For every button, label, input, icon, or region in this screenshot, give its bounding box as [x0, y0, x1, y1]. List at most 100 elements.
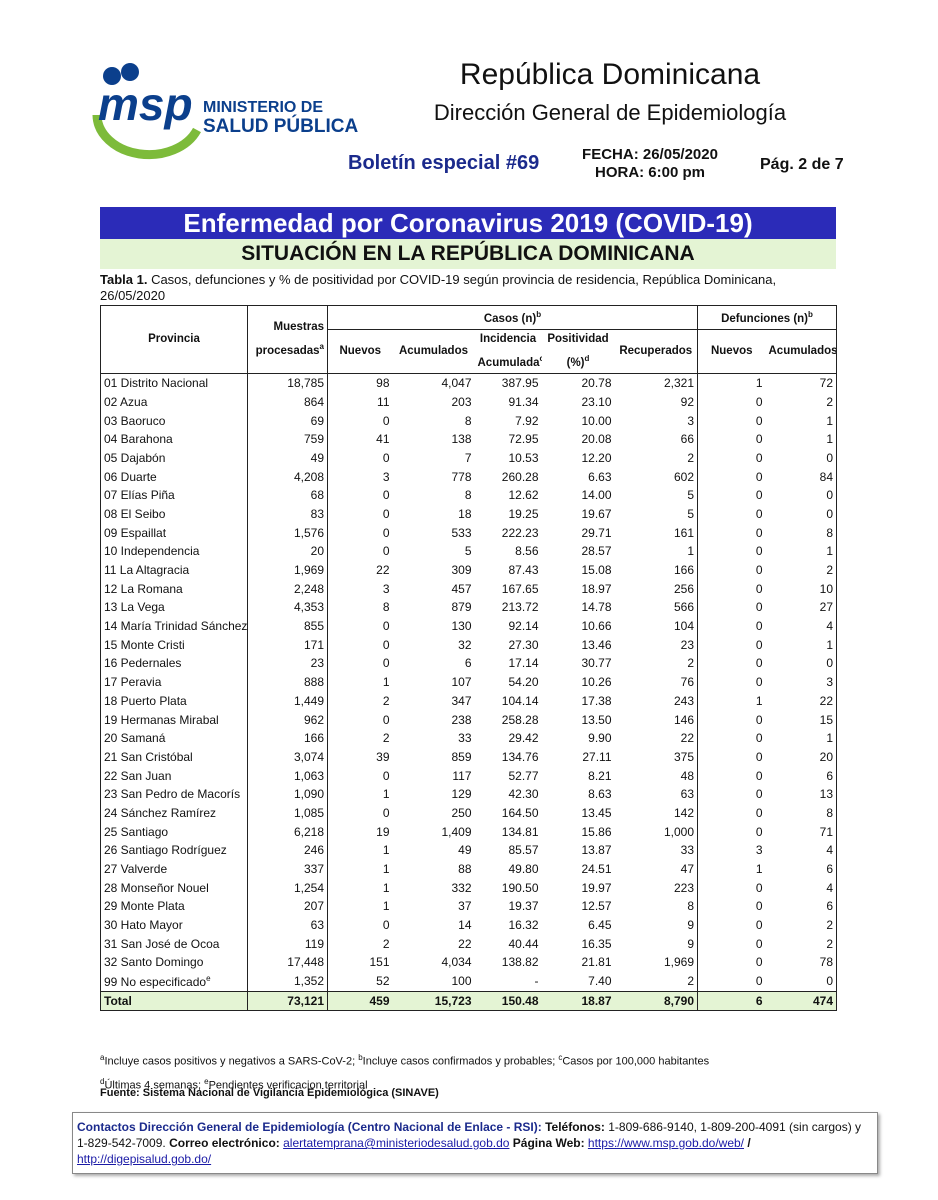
cell-text: 375: [673, 749, 694, 764]
cell-text: 9: [687, 936, 694, 951]
table-cell: 24.51: [542, 860, 615, 879]
table-cell: 1: [766, 635, 837, 654]
cell-text: 17.14: [508, 656, 539, 671]
table-cell: 29.71: [542, 523, 615, 542]
table-cell: 6: [766, 897, 837, 916]
cell-text: 41: [376, 432, 390, 447]
cell-text: 0: [755, 768, 763, 783]
table-cell: 1,090: [247, 784, 328, 804]
cell-text: 0: [755, 955, 763, 970]
cell-text: 1: [382, 787, 390, 802]
table-cell: 17 Peravia: [100, 672, 248, 692]
cell-text: 92: [680, 394, 694, 409]
table-cell: 15.86: [542, 822, 615, 841]
cell-text: 07 Elías Piña: [104, 488, 175, 503]
cell-text: 0: [382, 506, 390, 521]
cell-text: 166: [673, 563, 694, 578]
cell-text: 16.32: [508, 918, 539, 933]
table-cell: 54.20: [475, 673, 542, 692]
cell-text: 0: [755, 749, 763, 764]
web-link[interactable]: http://digepisalud.gob.do/: [77, 1152, 212, 1166]
table-row: 11 La Altagracia 1,969 22 309 87.43 15.08 166 0…: [100, 560, 837, 580]
cell-text: 22 San Juan: [104, 768, 172, 783]
cell-text: 223: [673, 880, 694, 895]
table-cell: 9: [614, 934, 698, 954]
cell-text: 0: [382, 656, 390, 671]
cell-text: 52: [376, 974, 390, 989]
table-cell: 0: [697, 728, 766, 748]
email-link[interactable]: alertatemprana@ministeriodesalud.gob.do: [283, 1136, 510, 1150]
cell-text: 29.71: [581, 525, 612, 540]
cell-text: 92.14: [508, 619, 539, 634]
cell-text: 4,208: [293, 469, 324, 484]
table-row: 29 Monte Plata 207 1 37 19.37 12.57 8 0 6: [100, 897, 837, 916]
table-cell: 332: [392, 878, 475, 898]
cell-text: 27.30: [508, 637, 539, 652]
table-cell: 0: [698, 897, 766, 916]
table-cell: 48: [614, 766, 698, 785]
table-cell: 0: [698, 785, 766, 804]
cell-text: 30.77: [581, 656, 612, 671]
table-cell: 0: [698, 748, 766, 767]
table-cell: 10.26: [542, 673, 615, 692]
cell-text: 2: [687, 656, 694, 671]
table-cell: 238: [393, 710, 475, 729]
table-cell: 8: [766, 523, 837, 542]
header-cell: Provincia: [100, 305, 248, 374]
table-cell: 256: [614, 579, 698, 599]
table-cell: 250: [392, 803, 475, 823]
table-cell: 4,353: [247, 598, 328, 617]
cell-text: 22: [458, 936, 472, 951]
cell-text: 4,047: [441, 376, 472, 391]
table-cell: 8: [614, 897, 698, 916]
table-cell: 37: [393, 897, 475, 916]
table-cell: 0: [698, 822, 766, 841]
table-cell: 879: [393, 598, 475, 617]
table-cell: 258.28: [475, 710, 542, 729]
table-cell: 0: [698, 523, 766, 542]
table-cell: 0: [327, 542, 393, 561]
header-cell: Incidencia Acumuladac: [475, 330, 542, 374]
cell-text: 1,969: [293, 563, 324, 578]
cell-text: 0: [755, 656, 763, 671]
table-cell: 8,790: [614, 991, 698, 1011]
table-cell: 20.08: [541, 429, 615, 449]
table-cell: 11: [327, 392, 393, 412]
table-cell: 24 Sánchez Ramírez: [100, 803, 248, 823]
time: HORA: 6:00 pm: [594, 164, 706, 181]
cell-text: 19.97: [581, 880, 612, 895]
header-cell: Acumulados: [768, 345, 837, 358]
web-link[interactable]: https://www.msp.gob.do/web/: [587, 1136, 744, 1150]
table-cell: 138.82: [474, 953, 542, 972]
table-cell: 246: [247, 841, 328, 860]
header-cell: Positividad (%)d: [542, 330, 615, 374]
table-cell: 13.87: [541, 841, 615, 860]
footnote-mark: d: [584, 354, 590, 363]
table-cell: 0: [697, 542, 766, 561]
table-cell: 5: [614, 504, 698, 524]
cell-text: 15.08: [581, 563, 612, 578]
cell-text: 27: [819, 600, 833, 615]
cell-text: 88: [458, 862, 472, 877]
cell-text: 1: [826, 637, 833, 652]
cell-text: 1: [382, 862, 390, 877]
table-cell: 16.32: [474, 915, 542, 935]
cell-text: 3: [382, 469, 390, 484]
cell-text: 10.53: [508, 450, 539, 465]
cell-text: 138: [451, 432, 472, 447]
cell-text: 23: [310, 656, 324, 671]
cell-text: 164.50: [501, 805, 539, 820]
cell-text: 83: [310, 506, 324, 521]
cell-text: 1: [755, 693, 763, 708]
cell-text: 18,785: [287, 376, 324, 391]
table-cell: 26 Santiago Rodríguez: [100, 841, 248, 860]
cell-text: 130: [451, 619, 472, 634]
table-cell: 22: [393, 934, 475, 953]
table-cell: 146: [614, 710, 698, 729]
cell-text: 15 Monte Cristi: [104, 637, 185, 652]
table-cell: 41: [327, 429, 393, 449]
cell-text: 0: [755, 619, 763, 634]
table-cell: 20 Samaná: [100, 728, 248, 748]
directorate: Dirección General de Epidemiología: [433, 100, 787, 125]
table-cell: 49: [392, 841, 475, 860]
